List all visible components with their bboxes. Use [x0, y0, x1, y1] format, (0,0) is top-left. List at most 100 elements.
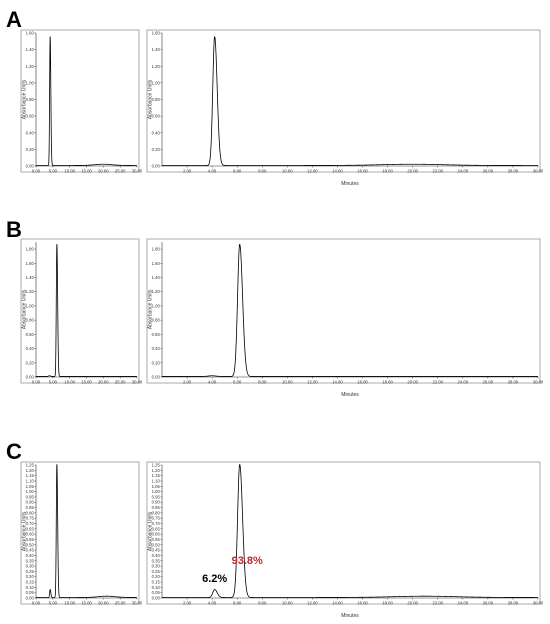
chart-frame	[20, 29, 140, 173]
x-tick-label: 4.00	[208, 601, 217, 606]
x-tick-label: 8.00	[258, 601, 267, 606]
x-tick-label: 2.00	[183, 601, 192, 606]
y-tick-label: 1.40	[26, 275, 35, 280]
y-tick-label: 0.40	[152, 553, 161, 558]
x-axis-label: Minutes	[341, 181, 359, 187]
x-tick-label: 28.00	[508, 169, 519, 174]
y-tick-label: 0.00	[152, 596, 161, 601]
y-tick-label: 0.20	[152, 360, 161, 365]
x-tick-label: 20.00	[407, 601, 418, 606]
x-tick-label: 30.00	[132, 601, 143, 606]
y-tick-label: 0.40	[26, 130, 35, 135]
y-tick-label: 0.40	[26, 553, 35, 558]
x-tick-label: 8.00	[258, 169, 267, 174]
x-tick-label: 0.00	[32, 601, 41, 606]
y-tick-label: 0.20	[152, 574, 161, 579]
x-tick-label: 4.00	[208, 380, 217, 385]
x-tick-label: 14.00	[332, 380, 343, 385]
y-tick-label: 0.90	[152, 500, 161, 505]
y-tick-label: 0.95	[152, 494, 161, 499]
x-tick-label: 12.00	[307, 380, 318, 385]
y-tick-label: 0.60	[152, 114, 161, 119]
x-tick-label: 28.00	[508, 601, 519, 606]
x-tick-label: 26.00	[483, 601, 494, 606]
series-line	[35, 243, 138, 377]
x-tick-label: 16.00	[357, 601, 368, 606]
y-tick-label: 1.20	[152, 64, 161, 69]
y-tick-label: 0.45	[26, 548, 35, 553]
y-tick-label: 0.65	[26, 526, 35, 531]
chart-frame	[146, 238, 541, 384]
chart-b-left: 0.00 0.20 0.40 0.60 0.80 1.00 1.20 1.40 1.60 1.80…	[20, 238, 143, 385]
y-tick-label: 1.40	[26, 47, 35, 52]
x-tick-label: 14.00	[332, 169, 343, 174]
series-line	[35, 36, 138, 166]
y-tick-label: 0.40	[26, 346, 35, 351]
y-tick-label: 1.00	[152, 303, 161, 308]
x-tick-label: 30.00	[132, 169, 143, 174]
y-tick-label: 1.00	[26, 80, 35, 85]
x-tick-label: 25.00	[115, 380, 126, 385]
panel-label-c: C	[6, 439, 22, 464]
y-tick-label: 0.60	[26, 332, 35, 337]
y-axis-label: Absorbance Units	[22, 79, 28, 119]
y-tick-label: 0.30	[26, 564, 35, 569]
x-tick-label: 12.00	[307, 169, 318, 174]
x-tick-label: 15.00	[81, 169, 92, 174]
y-axis-label: Absorbance Units	[148, 289, 154, 329]
y-tick-label: 0.30	[152, 564, 161, 569]
y-tick-label: 0.70	[26, 521, 35, 526]
x-tick-label: 24.00	[458, 601, 469, 606]
y-tick-label: 0.85	[152, 505, 161, 510]
y-tick-label: 0.05	[152, 590, 161, 595]
y-tick-label: 1.20	[26, 64, 35, 69]
y-tick-label: 1.80	[26, 247, 35, 252]
y-tick-label: 0.80	[26, 318, 35, 323]
x-tick-label: 0.00	[32, 380, 41, 385]
y-tick-label: 1.20	[26, 289, 35, 294]
y-tick-label: 0.90	[26, 500, 35, 505]
y-tick-label: 0.60	[26, 532, 35, 537]
y-tick-label: 0.10	[152, 585, 161, 590]
y-tick-label: 0.60	[152, 532, 161, 537]
y-tick-label: 0.40	[152, 346, 161, 351]
x-tick-label: 25.00	[115, 601, 126, 606]
chart-c-right: 0.000.050.100.150.200.250.300.350.400.45…	[146, 461, 544, 619]
x-tick-label: 4.00	[208, 169, 217, 174]
series-line	[161, 464, 539, 598]
x-tick-label: 15.00	[81, 601, 92, 606]
y-tick-label: 0.25	[26, 569, 35, 574]
x-tick-label: 20.00	[98, 169, 109, 174]
x-tick-label: 0.00	[32, 169, 41, 174]
x-tick-label: 22.00	[432, 169, 443, 174]
chart-frame	[146, 461, 541, 605]
y-tick-label: 1.25	[26, 463, 35, 468]
y-tick-label: 0.15	[152, 580, 161, 585]
y-tick-label: 1.80	[152, 247, 161, 252]
series-line	[35, 464, 138, 598]
y-tick-label: 1.10	[152, 478, 161, 483]
y-tick-label: 0.80	[152, 97, 161, 102]
x-tick-label: 6.00	[233, 601, 242, 606]
x-tick-label: 20.00	[407, 380, 418, 385]
x-tick-label: 5.00	[49, 380, 58, 385]
y-tick-label: 0.55	[26, 537, 35, 542]
y-tick-label: 1.40	[152, 275, 161, 280]
y-tick-label: 1.60	[152, 31, 161, 36]
y-tick-label: 0.20	[26, 360, 35, 365]
y-tick-label: 0.10	[26, 585, 35, 590]
y-tick-label: 0.20	[152, 147, 161, 152]
y-tick-label: 0.00	[26, 164, 35, 169]
y-tick-label: 1.60	[26, 31, 35, 36]
x-tick-label: 10.00	[282, 380, 293, 385]
x-tick-label: 16.00	[357, 380, 368, 385]
chart-frame	[20, 461, 140, 605]
x-axis-label: Minutes	[341, 613, 359, 619]
y-tick-label: 1.40	[152, 47, 161, 52]
y-tick-label: 0.00	[152, 164, 161, 169]
x-tick-label: 24.00	[458, 169, 469, 174]
chart-b-right: 0.00 0.20 0.40 0.60 0.80 1.00 1.20 1.40 1.60 1.80…	[146, 238, 544, 398]
y-axis-label: Absorbance Units	[148, 511, 154, 551]
y-tick-label: 0.60	[152, 332, 161, 337]
y-tick-label: 0.55	[152, 537, 161, 542]
